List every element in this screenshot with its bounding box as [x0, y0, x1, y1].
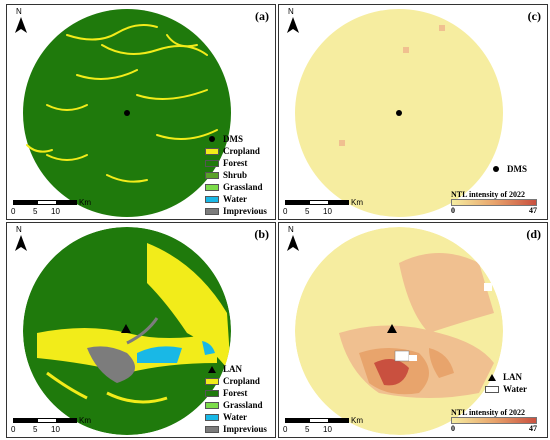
north-arrow: N: [13, 225, 29, 253]
map-a: [23, 9, 231, 217]
north-arrow: N: [285, 225, 301, 253]
north-arrow-icon: [15, 235, 27, 251]
scale-ticks: 0 5 10: [11, 207, 60, 216]
north-arrow-icon: [287, 17, 299, 33]
ntl-colorbar: NTL intensity of 2022 0 47: [451, 408, 537, 433]
north-arrow: N: [285, 7, 301, 35]
panel-b: N Km 0 5 10 (b) LAN Cropland Forest Grassl…: [6, 222, 276, 438]
scale-ticks: 0 5 10: [283, 425, 332, 434]
scale-unit: Km: [351, 198, 363, 207]
map-b: [23, 227, 231, 435]
lan-point-marker: [387, 324, 397, 333]
north-label: N: [288, 225, 294, 234]
scale-unit: Km: [351, 416, 363, 425]
legend-d: LAN Water: [485, 371, 527, 395]
dms-dot-icon: [209, 136, 215, 142]
panel-a: N Km 0 5 10 (a) DMS Cropland Forest Shrub …: [6, 4, 276, 220]
map-d: [295, 227, 503, 435]
north-label: N: [288, 7, 294, 16]
panel-label: (a): [255, 9, 269, 23]
legend-b: LAN Cropland Forest Grassland Water Impr…: [205, 363, 267, 435]
north-label: N: [16, 7, 22, 16]
panel-label: (b): [254, 227, 269, 241]
dms-dot-icon: [493, 166, 499, 172]
lan-triangle-icon: [208, 365, 216, 373]
north-label: N: [16, 225, 22, 234]
north-arrow-icon: [15, 17, 27, 33]
cropland-patches: [26, 24, 218, 183]
scale-bar: [13, 418, 77, 423]
lan-point-marker: [121, 324, 131, 333]
north-arrow: N: [13, 7, 29, 35]
lan-triangle-icon: [488, 373, 496, 381]
panel-d: N Km 0 5 10 (d) LAN Water NTL intensity of…: [278, 222, 548, 438]
panel-c: N Km 0 5 10 (c) DMS NTL intensity of 2022 …: [278, 4, 548, 220]
north-arrow-icon: [287, 235, 299, 251]
scale-unit: Km: [79, 198, 91, 207]
ntl-colorbar: NTL intensity of 2022 0 47: [451, 190, 537, 215]
legend-a: DMS Cropland Forest Shrub Grassland Wate…: [205, 133, 267, 217]
dms-point-marker: [396, 110, 402, 116]
scale-bar: [285, 418, 349, 423]
map-c: [295, 9, 503, 217]
scale-ticks: 0 5 10: [11, 425, 60, 434]
dms-point-marker: [124, 110, 130, 116]
legend-c: DMS: [489, 163, 527, 175]
scale-bar: [13, 200, 77, 205]
scale-unit: Km: [79, 416, 91, 425]
scale-bar: [285, 200, 349, 205]
scale-ticks: 0 5 10: [283, 207, 332, 216]
panel-label: (c): [527, 9, 541, 23]
panel-label: (d): [526, 227, 541, 241]
